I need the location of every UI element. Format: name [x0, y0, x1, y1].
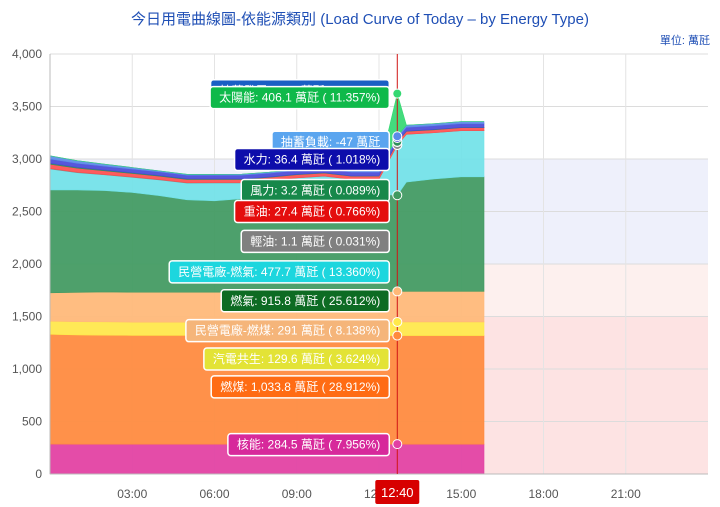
x-tick-label: 09:00 [282, 487, 312, 501]
tooltip-text: 重油: 27.4 萬瓩 ( 0.766%) [244, 205, 381, 219]
tooltip-ipp_gas: 民營電廠-燃氣: 477.7 萬瓩 ( 13.360%) [168, 260, 391, 284]
current-time-cursor: 12:40 [375, 54, 420, 504]
y-tick-label: 0 [35, 467, 42, 481]
tooltip-text: 抽蓄負載: -47 萬瓩 [281, 135, 380, 149]
y-tick-label: 1,500 [12, 310, 42, 324]
y-tick-label: 2,000 [12, 257, 42, 271]
tooltip-nuclear: 核能: 284.5 萬瓩 ( 7.956%) [227, 432, 391, 457]
tooltip-text: 燃煤: 1,033.8 萬瓩 ( 28.912%) [220, 379, 380, 394]
y-tick-label: 3,000 [12, 152, 42, 166]
tooltip-text: 太陽能: 406.1 萬瓩 ( 11.357%) [219, 90, 380, 105]
tooltip-wind: 風力: 3.2 萬瓩 ( 0.089%) [240, 178, 391, 203]
x-tick-label: 21:00 [611, 487, 641, 501]
tooltip-coal: 燃煤: 1,033.8 萬瓩 ( 28.912%) [210, 375, 391, 399]
tooltip-text: 核能: 284.5 萬瓩 ( 7.956%) [237, 438, 380, 452]
unit-label: 單位: 萬瓩 [659, 35, 710, 47]
marker-cogen [392, 316, 403, 327]
y-tick-label: 500 [22, 415, 42, 429]
marker-nuclear [392, 439, 403, 450]
tooltip-cogen: 汽電共生: 129.6 萬瓩 ( 3.624%) [203, 347, 391, 371]
x-tick-label: 03:00 [117, 487, 147, 501]
x-tick-label: 06:00 [199, 487, 229, 501]
tooltip-text: 民營電廠-燃氣: 477.7 萬瓩 ( 13.360%) [178, 264, 380, 279]
x-tick-label: 15:00 [446, 487, 476, 501]
tooltip-stack: 抽蓄發電: 16.1 萬瓩 ( 0.450%)太陽能: 406.1 萬瓩 ( 1… [168, 79, 391, 457]
tooltip-text: 輕油: 1.1 萬瓩 ( 0.031%) [250, 234, 380, 248]
y-tick-label: 1,000 [12, 362, 42, 376]
x-tick-label: 18:00 [528, 487, 558, 501]
marker-pumped_gen [392, 131, 403, 142]
tooltip-text: 民營電廠-燃煤: 291 萬瓩 ( 8.138%) [195, 323, 380, 338]
tooltip-hydro: 水力: 36.4 萬瓩 ( 1.018%) [233, 147, 391, 172]
tooltip-heavy_oil: 重油: 27.4 萬瓩 ( 0.766%) [233, 199, 391, 224]
tooltip-text: 燃氣: 915.8 萬瓩 ( 25.612%) [230, 293, 380, 308]
tooltip-text: 風力: 3.2 萬瓩 ( 0.089%) [250, 184, 380, 198]
current-time-badge [375, 480, 420, 504]
tooltip-solar: 太陽能: 406.1 萬瓩 ( 11.357%) [209, 85, 391, 110]
tooltip-text: 汽電共生: 129.6 萬瓩 ( 3.624%) [213, 351, 380, 366]
y-tick-label: 4,000 [12, 47, 42, 61]
marker-solar [392, 88, 403, 99]
y-tick-label: 2,500 [12, 205, 42, 219]
tooltip-gas: 燃氣: 915.8 萬瓩 ( 25.612%) [220, 289, 391, 313]
marker-gas [392, 190, 403, 201]
marker-coal [392, 330, 403, 341]
tooltip-ipp_coal: 民營電廠-燃煤: 291 萬瓩 ( 8.138%) [185, 318, 391, 343]
marker-ipp_coal [392, 286, 403, 297]
tooltip-text: 水力: 36.4 萬瓩 ( 1.018%) [244, 153, 381, 167]
tooltip-light_oil: 輕油: 1.1 萬瓩 ( 0.031%) [240, 229, 391, 254]
y-tick-label: 3,500 [12, 100, 42, 114]
chart-title: 今日用電曲線圖-依能源類別 (Load Curve of Today – by … [131, 11, 589, 28]
current-time-label: 12:40 [381, 485, 414, 500]
